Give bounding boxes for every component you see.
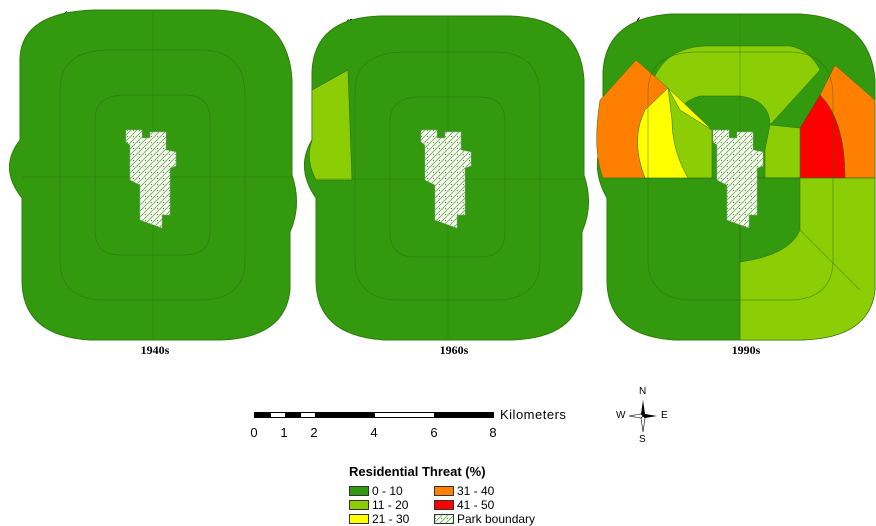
north-arrow-icon: N S W E [614, 386, 672, 446]
map-1940s [9, 9, 297, 341]
legend-swatch [434, 486, 454, 496]
legend-item-31-40: 31 - 40 [434, 484, 495, 498]
scale-tick: 0 [250, 425, 258, 440]
period-label-1960s: 1960s [439, 343, 469, 357]
legend-item-park-boundary: Park boundary [434, 512, 536, 526]
legend-label: 0 - 10 [372, 484, 403, 498]
map-1990s [596, 13, 876, 341]
scale-tick: 1 [280, 425, 288, 440]
legend-swatch [349, 514, 369, 524]
period-label-1990s: 1990s [731, 343, 761, 357]
legend-item-41-50: 41 - 50 [434, 498, 495, 512]
legend-label: 11 - 20 [372, 498, 409, 512]
compass-s: S [639, 434, 646, 445]
legend-label: 41 - 50 [457, 498, 495, 512]
map-1960s [303, 15, 589, 341]
compass-e: E [661, 410, 668, 421]
legend-label: Park boundary [457, 512, 536, 526]
legend-swatch [349, 486, 369, 496]
legend-item-0-10: 0 - 10 [349, 484, 403, 498]
legend-label: 31 - 40 [457, 484, 495, 498]
period-label-1940s: 1940s [140, 343, 170, 357]
legend-item-21-30: 21 - 30 [349, 512, 410, 526]
scale-tick: 8 [489, 425, 497, 440]
compass-n: N [639, 386, 647, 397]
legend-swatch [434, 500, 454, 510]
legend-label: 21 - 30 [372, 512, 410, 526]
legend-swatch [349, 500, 369, 510]
scale-tick: 6 [430, 425, 438, 440]
scale-unit-label: Kilometers [500, 407, 567, 422]
scale-bar [254, 412, 494, 418]
legend-title: Residential Threat (%) [349, 464, 486, 479]
compass-w: W [616, 410, 626, 421]
park-swatch [434, 514, 454, 524]
scale-tick: 2 [310, 425, 318, 440]
scale-tick: 4 [370, 425, 378, 440]
legend-item-11-20: 11 - 20 [349, 498, 409, 512]
